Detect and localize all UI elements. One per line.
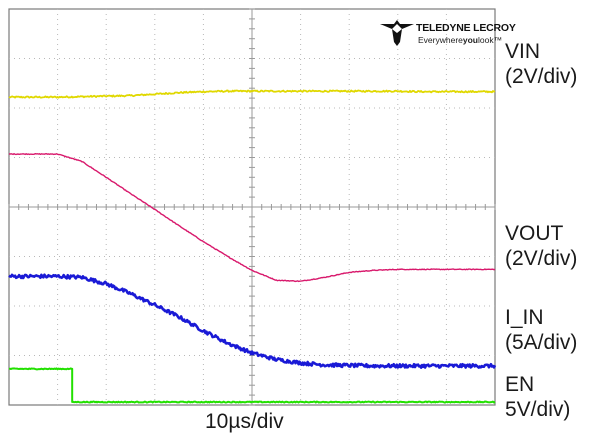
logo-mark-icon — [380, 20, 414, 46]
series-label-i-in: I_IN (5A/div) — [505, 305, 577, 355]
vout-name: VOUT — [505, 222, 564, 245]
en-scale: 5V/div) — [505, 398, 571, 421]
x-axis-label: 10µs/div — [205, 410, 284, 433]
trace-en — [8, 367, 496, 404]
vin-name: VIN — [505, 40, 541, 63]
series-label-en: EN 5V/div) — [505, 372, 570, 422]
series-label-vout: VOUT (2V/div) — [505, 221, 577, 271]
vin-scale: (2V/div) — [505, 65, 578, 88]
logo-tagline: Everywhereyoulook™ — [418, 35, 503, 45]
logo-name: TELEDYNE LECROY — [416, 22, 516, 34]
trace-i-in — [8, 273, 497, 369]
i-in-name: I_IN — [505, 306, 544, 329]
series-label-vin: VIN (2V/div) — [505, 39, 577, 89]
grid — [8, 8, 496, 406]
traces — [8, 89, 497, 404]
trace-vin — [8, 89, 496, 99]
en-name: EN — [505, 373, 535, 396]
i-in-scale: (5A/div) — [505, 331, 578, 354]
vout-scale: (2V/div) — [505, 247, 578, 270]
trace-vout — [8, 152, 496, 283]
teledyne-lecroy-logo: TELEDYNE LECROY Everywhereyoulook™ — [380, 20, 516, 48]
